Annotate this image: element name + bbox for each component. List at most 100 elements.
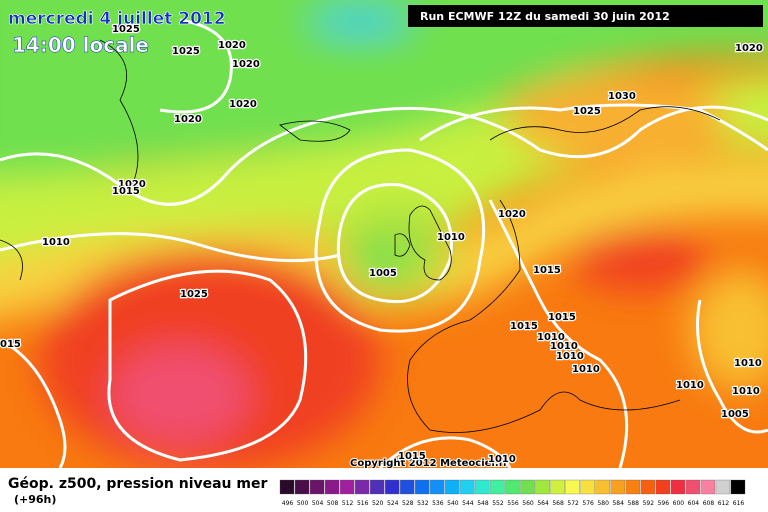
scale-label: 544 [462, 500, 474, 507]
scale-swatch [279, 479, 295, 495]
isobar-label: 1010 [676, 380, 704, 391]
isobar-label: 1025 [180, 289, 208, 300]
isobar-label: 1010 [437, 232, 465, 243]
scale-swatch [294, 479, 310, 495]
scale-label: 576 [582, 500, 594, 507]
isobar-label: 1015 [548, 312, 576, 323]
legend-title: Géop. z500, pression niveau mer [8, 476, 267, 492]
scale-swatch [400, 479, 415, 495]
isobar-label: 1020 [735, 43, 763, 54]
scale-label: 524 [387, 500, 399, 507]
isobar-label: 1015 [112, 186, 140, 197]
scale-label: 564 [537, 500, 549, 507]
forecast-date: mercredi 4 juillet 2012 [8, 9, 226, 29]
isobar-label: 1015 [533, 265, 561, 276]
scale-label: 600 [673, 500, 685, 507]
color-scale: 496 500 504 508 512 516 520 524 528 532 536 540 544 5… [279, 479, 746, 507]
run-info: Run ECMWF 12Z du samedi 30 juin 2012 [420, 10, 670, 23]
scale-label: 568 [552, 500, 564, 507]
isobar-label: 1005 [721, 409, 749, 420]
scale-swatch [520, 479, 535, 495]
scale-label: 520 [372, 500, 384, 507]
isobar-label: 1010 [556, 351, 584, 362]
map-field [0, 0, 768, 468]
scale-label: 504 [312, 500, 324, 507]
scale-swatch [595, 479, 610, 495]
copyright: Copyright 2012 Meteociel.fr [350, 458, 508, 469]
isobar-label: 1010 [734, 358, 762, 369]
isobar-label: 1020 [118, 179, 146, 190]
scale-label: 560 [522, 500, 534, 507]
isobar-label: 1010 [42, 237, 70, 248]
scale-swatch [565, 479, 580, 495]
scale-label: 588 [628, 500, 640, 507]
scale-swatch [655, 479, 670, 495]
scale-label: 536 [432, 500, 444, 507]
scale-swatch [415, 479, 430, 495]
scale-swatch [730, 479, 746, 495]
scale-label: 572 [567, 500, 579, 507]
scale-swatch [550, 479, 565, 495]
scale-swatch [700, 479, 716, 495]
scale-swatch [430, 479, 445, 495]
isobar-label: 1010 [488, 454, 516, 465]
scale-swatch [339, 479, 355, 495]
scale-label: 552 [492, 500, 504, 507]
isobar-label: 1025 [172, 46, 200, 57]
scale-swatch [580, 479, 595, 495]
scale-label: 496 [282, 500, 294, 507]
scale-label: 616 [733, 500, 745, 507]
scale-swatch [535, 479, 550, 495]
isobar-label: 015 [0, 339, 21, 350]
scale-label: 532 [417, 500, 429, 507]
scale-label: 608 [703, 500, 715, 507]
isobar-label: 1005 [369, 268, 397, 279]
isobar-label: 1020 [218, 40, 246, 51]
scale-label: 512 [342, 500, 354, 507]
isobar-label: 1010 [732, 386, 760, 397]
isobar-labels: 1025102510201020102010201020101510101025… [0, 23, 764, 467]
isobar-label: 1030 [608, 91, 636, 102]
scale-swatch [309, 479, 325, 495]
isobar-label: 1020 [174, 114, 202, 125]
scale-label: 500 [297, 500, 309, 507]
scale-swatch [670, 479, 686, 495]
isobar-label: 1020 [232, 59, 260, 70]
scale-swatch [475, 479, 490, 495]
run-banner [408, 5, 763, 27]
scale-label: 584 [612, 500, 624, 507]
scale-swatch [640, 479, 655, 495]
scale-label: 556 [507, 500, 519, 507]
lead-time: (+96h) [14, 493, 56, 506]
scale-swatch [625, 479, 640, 495]
scale-label: 596 [658, 500, 670, 507]
forecast-time: 14:00 locale [12, 33, 149, 57]
scale-label: 612 [718, 500, 730, 507]
scale-label: 516 [357, 500, 369, 507]
scale-swatch [505, 479, 520, 495]
isobar-label: 1020 [229, 99, 257, 110]
isobar-label: 1020 [498, 209, 526, 220]
scale-swatch [460, 479, 475, 495]
isobar-label: 1025 [112, 24, 140, 35]
scale-swatch [370, 479, 385, 495]
scale-swatch [355, 479, 370, 495]
scale-swatch [715, 479, 731, 495]
isobar-label: 1010 [537, 332, 565, 343]
isobar-label: 1015 [510, 321, 538, 332]
scale-label: 580 [597, 500, 609, 507]
scale-label: 604 [688, 500, 700, 507]
scale-swatch [685, 479, 701, 495]
isobar-label: 1025 [573, 106, 601, 117]
scale-label: 508 [327, 500, 339, 507]
scale-label: 528 [402, 500, 414, 507]
isobar-label: 1015 [398, 451, 426, 462]
scale-swatch [490, 479, 505, 495]
scale-swatch [385, 479, 400, 495]
isobar-label: 1010 [550, 341, 578, 352]
scale-label: 592 [643, 500, 655, 507]
coastlines [0, 39, 721, 433]
scale-swatch [445, 479, 460, 495]
isobar-label: 1010 [572, 364, 600, 375]
